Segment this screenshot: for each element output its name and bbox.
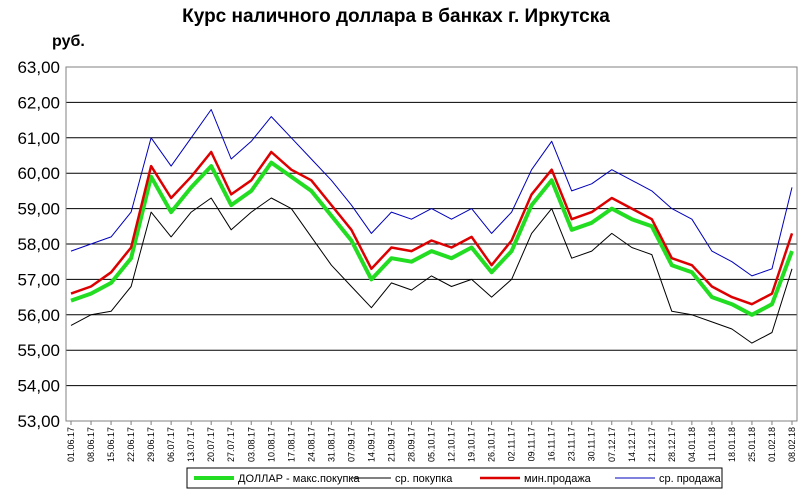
legend-label-3: ср. продажа — [659, 473, 722, 485]
x-tick-label: 24.08.17 — [306, 427, 316, 462]
x-tick-label: 18.01.18 — [727, 427, 737, 462]
x-tick-label: 08.02.18 — [787, 427, 797, 462]
y-tick-label: 61,00 — [17, 129, 60, 148]
x-tick-label: 19.10.17 — [467, 427, 477, 462]
x-tick-label: 30.11.17 — [587, 427, 597, 461]
x-tick-label: 26.10.17 — [487, 427, 497, 462]
legend-label-1: ср. покупка — [395, 473, 453, 485]
x-tick-label: 14.09.17 — [366, 427, 376, 462]
legend: ДОЛЛАР - макс.покупка ср. покупка мин.прод… — [186, 467, 723, 489]
x-tick-label: 25.01.18 — [747, 427, 757, 462]
x-tick-label: 11.01.18 — [707, 427, 717, 461]
y-tick-label: 54,00 — [17, 377, 60, 396]
x-tick-label: 07.12.17 — [607, 427, 617, 462]
series-line-1 — [70, 197, 793, 344]
y-tick-label: 57,00 — [17, 270, 60, 289]
x-tick-label: 01.02.18 — [767, 427, 777, 462]
x-tick-label: 23.11.17 — [567, 427, 577, 461]
y-tick-label: 62,00 — [17, 93, 60, 112]
y-tick-label: 58,00 — [17, 235, 60, 254]
x-tick-label: 03.08.17 — [246, 427, 256, 462]
x-tick-label: 14.12.17 — [627, 427, 637, 462]
series-line-0 — [70, 160, 794, 317]
x-axis: 01.06.17 08.06.17 15.06.17 22.06.17 29.06.17… — [66, 421, 797, 462]
y-tick-label: 53,00 — [17, 412, 60, 431]
x-tick-label: 20.07.17 — [206, 427, 216, 462]
x-tick-label: 02.11.17 — [507, 427, 517, 461]
x-tick-label: 10.08.17 — [266, 427, 276, 462]
x-tick-label: 04.01.18 — [687, 427, 697, 462]
x-tick-label: 01.06.17 — [66, 427, 76, 462]
y-tick-label: 59,00 — [17, 200, 60, 219]
series-layer — [70, 109, 794, 344]
x-tick-label: 15.06.17 — [106, 427, 116, 462]
legend-label-2: мин.продажа — [524, 473, 592, 485]
y-tick-label: 56,00 — [17, 306, 60, 325]
x-tick-label: 28.12.17 — [667, 427, 677, 462]
x-tick-label: 12.10.17 — [447, 427, 457, 462]
y-axis: 53,00 54,00 55,00 56,00 57,00 58,00 59,00 60,00… — [17, 58, 60, 431]
x-tick-label: 22.06.17 — [126, 427, 136, 462]
legend-label-0: ДОЛЛАР - макс.покупка — [238, 473, 360, 485]
series-line-3 — [70, 109, 793, 277]
x-tick-label: 13.07.17 — [186, 427, 196, 462]
y-tick-label: 60,00 — [17, 164, 60, 183]
x-tick-label: 06.07.17 — [166, 427, 176, 462]
x-tick-label: 09.11.17 — [527, 427, 537, 461]
x-tick-label: 29.06.17 — [146, 427, 156, 462]
x-tick-label: 17.08.17 — [286, 427, 296, 462]
x-tick-label: 21.09.17 — [386, 427, 396, 462]
x-tick-label: 21.12.17 — [647, 427, 657, 462]
x-tick-label: 05.10.17 — [427, 427, 437, 462]
grid — [66, 66, 797, 422]
x-tick-label: 07.09.17 — [346, 427, 356, 462]
x-tick-label: 08.06.17 — [86, 427, 96, 462]
x-tick-label: 27.07.17 — [226, 427, 236, 462]
x-tick-label: 16.11.17 — [547, 427, 557, 461]
x-tick-label: 28.09.17 — [406, 427, 416, 462]
y-axis-unit: руб. — [52, 33, 85, 50]
legend-box — [186, 467, 723, 489]
series-line-2 — [70, 150, 794, 306]
y-tick-label: 55,00 — [17, 341, 60, 360]
chart-title: Курс наличного доллара в банках г. Иркут… — [182, 6, 610, 27]
x-tick-label: 31.08.17 — [326, 427, 336, 462]
y-tick-label: 63,00 — [17, 58, 60, 77]
